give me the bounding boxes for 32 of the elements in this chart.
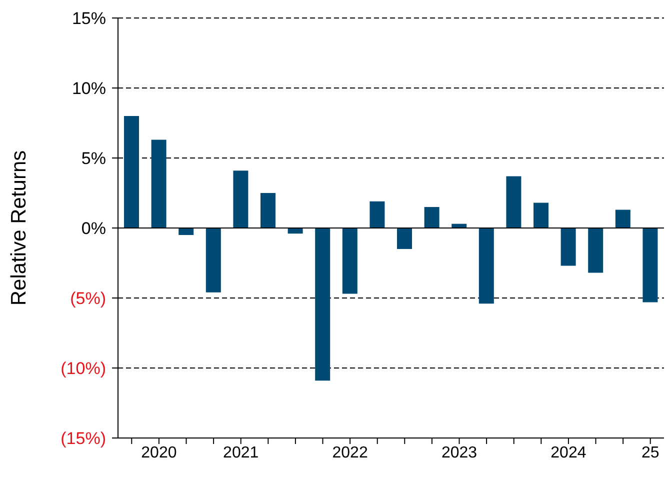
x-tick-label: 25 <box>641 444 660 462</box>
bar <box>233 170 248 228</box>
bar <box>370 201 385 228</box>
bar <box>642 228 658 302</box>
x-tick-label: 2022 <box>332 444 368 462</box>
y-tick-label: (10%) <box>60 359 106 378</box>
bar <box>397 228 412 249</box>
bar <box>206 228 221 292</box>
bar <box>124 116 140 228</box>
bar <box>151 140 166 228</box>
bar <box>342 228 358 294</box>
x-tick-label: 2020 <box>141 444 177 462</box>
bar <box>478 228 494 304</box>
y-tick-label: 10% <box>72 79 106 98</box>
bar <box>615 210 630 228</box>
y-tick-label: 5% <box>81 149 106 168</box>
bar <box>315 228 330 381</box>
x-tick-label: 2024 <box>550 444 586 462</box>
bar <box>588 228 604 273</box>
y-tick-label: (5%) <box>70 289 106 308</box>
bar <box>560 228 576 266</box>
y-tick-label: (15%) <box>60 429 106 448</box>
bar <box>260 193 276 228</box>
x-tick-label: 2021 <box>223 444 259 462</box>
bar <box>534 202 549 228</box>
bar <box>424 207 440 228</box>
y-tick-label: 15% <box>72 9 106 28</box>
x-tick-label: 2023 <box>441 444 478 462</box>
bar <box>178 228 194 235</box>
y-tick-label: 0% <box>81 219 106 238</box>
bar <box>506 176 522 228</box>
y-axis-title: Relative Returns <box>7 150 30 306</box>
